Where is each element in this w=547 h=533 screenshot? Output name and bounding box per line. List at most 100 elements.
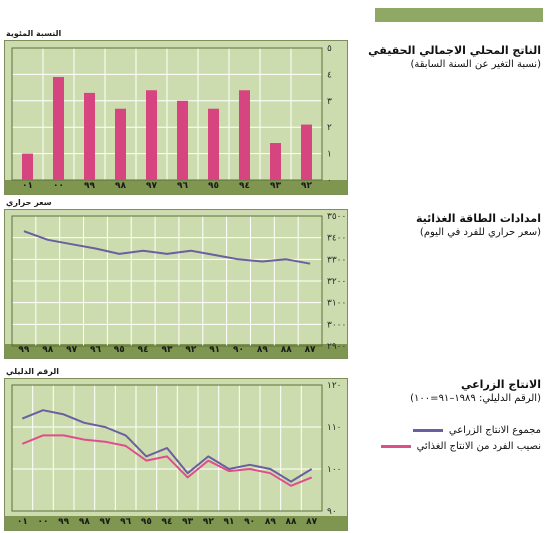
x-tick-label: ٨٧	[305, 345, 316, 355]
y-tick-label: ٩٠	[327, 507, 337, 517]
legend-item-food: نصيب الفرد من الانتاج الغذائي	[380, 438, 541, 454]
y-tick-label: ١٠٠	[327, 465, 342, 475]
x-tick-label: ٩٤	[138, 345, 149, 355]
header-band	[375, 8, 543, 22]
x-tick-label: ٩٨	[42, 345, 53, 355]
x-tick-label: ٩٠	[244, 517, 255, 527]
x-tick-label: ٩١	[209, 345, 220, 355]
x-tick-label: ٨٨	[281, 345, 292, 355]
y-tick-label: ٣٣٠٠	[327, 255, 346, 265]
y-tick-label: ٠	[327, 176, 332, 186]
energy-line-chart: ٢٩٠٠ ٣٠٠٠ ٣١٠٠ ٣٢٠٠ ٣٣٠٠ ٣٤٠٠ ٣٥٠٠ ٩٩ ٩٨ ٩٧ ٩٦ ٩٥ ٩٤…	[11, 212, 346, 355]
x-tick-label: ٩٢	[185, 345, 196, 355]
x-tick-label: ٩٩	[84, 181, 95, 191]
bar	[115, 108, 126, 180]
bar	[301, 124, 312, 180]
x-tick-label: ٩٣	[270, 181, 281, 191]
x-tick-label: ٩٩	[18, 345, 29, 355]
legend-swatch-food	[380, 444, 411, 448]
x-tick-label: ٩٧	[66, 345, 77, 355]
x-tick-label: ٩٦	[120, 517, 131, 527]
x-tick-label: ٩٦	[90, 345, 101, 355]
bar	[239, 90, 250, 180]
y-tick-label: ٣٤٠٠	[327, 234, 346, 244]
bar	[208, 108, 219, 180]
legend-item-total: مجموع الانتاج الزراعي	[381, 422, 541, 438]
gdp-tick-strip	[5, 180, 347, 194]
x-tick-label: ٠١	[17, 517, 28, 527]
gdp-chart-panel: ٠ ١ ٢ ٣ ٤ ٥ ٠١ ٠٠ ٩٩ ٩٨ ٩٧ ٩٦ ٩٥ ٩٤ ٩٣ ٩٢	[4, 40, 348, 195]
x-tick-label: ٨٨	[286, 517, 297, 527]
x-tick-label: ٩٠	[233, 345, 244, 355]
bar	[146, 90, 157, 180]
y-tick-label: ٢	[327, 123, 332, 133]
bar	[53, 77, 64, 180]
x-tick-label: ٨٧	[306, 517, 317, 527]
x-tick-label: ٩١	[224, 517, 235, 527]
x-tick-label: ٩٥	[114, 345, 125, 355]
plot-frame	[11, 384, 323, 512]
legend-label-total: مجموع الانتاج الزراعي	[448, 424, 541, 436]
energy-caption: امدادات الطاقة الغذائية (سعر حراري للفرد…	[416, 212, 541, 238]
y-tick-label: ٣	[327, 97, 332, 107]
energy-tick-strip	[5, 344, 347, 358]
agri-tick-strip	[5, 516, 347, 530]
x-tick-label: ٩٥	[208, 181, 219, 191]
x-tick-label: ٩٨	[115, 181, 126, 191]
agri-subtitle: (الرقم الدليلي: ١٩٨٩–٩١=١٠٠)	[410, 393, 541, 404]
y-tick-label: ٣١٠٠	[327, 299, 346, 309]
x-tick-label: ٩٨	[79, 517, 90, 527]
energy-title: امدادات الطاقة الغذائية	[416, 212, 541, 225]
x-tick-label: ٨٩	[265, 517, 276, 527]
series-line-1	[21, 409, 313, 483]
plot-frame	[11, 47, 323, 181]
agri-line-chart: ٩٠ ١٠٠ ١١٠ ١٢٠ ٠١ ٠٠ ٩٩ ٩٨ ٩٧ ٩٦ ٩٥ ٩٤ ٩٣ ٩٢ ٩١ ٩٠ ٨٩ ٨٨ ٨…	[11, 381, 342, 527]
agri-legend: مجموع الانتاج الزراعي نصيب الفرد من الان…	[380, 422, 541, 454]
x-tick-label: ٠٠	[53, 181, 64, 191]
y-tick-label: ٣٠٠٠	[327, 320, 346, 330]
y-tick-label: ٣٥٠٠	[327, 212, 346, 222]
energy-subtitle: (سعر حراري للفرد في اليوم)	[419, 227, 541, 238]
legend-swatch-total	[412, 428, 443, 432]
energy-chart-panel: ٢٩٠٠ ٣٠٠٠ ٣١٠٠ ٣٢٠٠ ٣٣٠٠ ٣٤٠٠ ٣٥٠٠ ٩٩ ٩٨ ٩٧ ٩٦ ٩٥ ٩٤…	[4, 209, 348, 359]
gdp-title: الناتج المحلي الاجمالي الحقيقي	[368, 44, 541, 57]
x-tick-label: ٩٣	[182, 517, 193, 527]
legend-label-food: نصيب الفرد من الانتاج الغذائي	[416, 440, 541, 452]
agri-caption: الانتاج الزراعي (الرقم الدليلي: ١٩٨٩–٩١=…	[410, 378, 541, 404]
x-tick-label: ٠١	[22, 181, 33, 191]
series-line-1	[23, 230, 311, 265]
agri-title: الانتاج الزراعي	[461, 378, 541, 391]
series-line-2	[21, 434, 313, 487]
agri-unit-label: الرقم الدليلي	[6, 367, 60, 376]
x-tick-label: ٩٤	[239, 181, 250, 191]
y-tick-label: ٥	[327, 44, 332, 54]
gdp-caption: الناتج المحلي الاجمالي الحقيقي (نسبة الت…	[368, 44, 541, 70]
y-tick-label: ٤	[327, 70, 332, 80]
bar	[22, 153, 33, 180]
y-tick-label: ٢٩٠٠	[327, 342, 346, 352]
y-tick-label: ١١٠	[327, 423, 342, 433]
bar	[270, 143, 281, 180]
x-tick-label: ٩٧	[146, 181, 157, 191]
x-tick-label: ٩٥	[141, 517, 152, 527]
energy-unit-label: سعر حراري	[6, 198, 52, 207]
agri-chart-panel: ٩٠ ١٠٠ ١١٠ ١٢٠ ٠١ ٠٠ ٩٩ ٩٨ ٩٧ ٩٦ ٩٥ ٩٤ ٩٣ ٩٢ ٩١ ٩٠ ٨٩ ٨٨ ٨…	[4, 378, 348, 531]
y-tick-label: ١٢٠	[327, 381, 342, 391]
bar	[84, 92, 95, 180]
y-tick-label: ٣٢٠٠	[327, 277, 346, 287]
gdp-subtitle: (نسبة التغير عن السنة السابقة)	[410, 59, 541, 70]
x-tick-label: ٩٣	[162, 345, 173, 355]
x-tick-label: ٨٩	[257, 345, 268, 355]
x-tick-label: ٩٢	[301, 181, 312, 191]
x-tick-label: ٩٦	[177, 181, 188, 191]
y-tick-label: ١	[327, 150, 332, 160]
gdp-unit-label: النسبة المئوية	[6, 29, 62, 38]
plot-frame	[11, 215, 323, 347]
x-tick-label: ٩٢	[203, 517, 214, 527]
x-tick-label: ٩٧	[100, 517, 111, 527]
x-tick-label: ٩٩	[58, 517, 69, 527]
x-tick-label: ٠٠	[38, 517, 49, 527]
bar	[177, 100, 188, 180]
x-tick-label: ٩٤	[162, 517, 173, 527]
